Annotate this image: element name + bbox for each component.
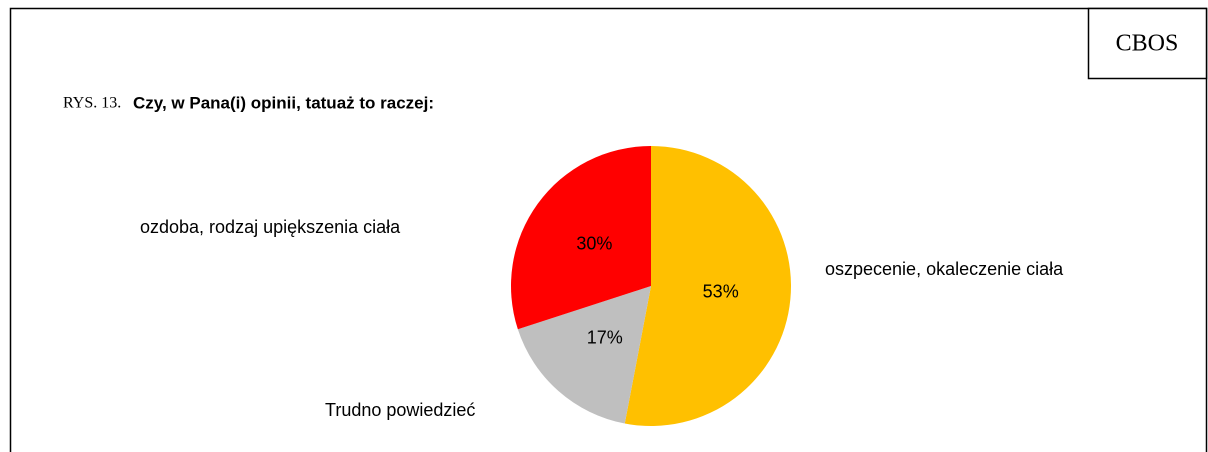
category-label: Trudno powiedzieć <box>325 400 475 420</box>
chart-title: Czy, w Pana(i) opinii, tatuaż to raczej: <box>133 93 434 112</box>
value-label: 53% <box>703 281 739 301</box>
source-box <box>1087 7 1208 80</box>
frame <box>9 7 1208 452</box>
value-label: 17% <box>587 327 623 347</box>
category-label: ozdoba, rodzaj upiększenia ciała <box>140 217 401 237</box>
pie-slice <box>517 286 651 424</box>
source: CBOS <box>1116 31 1179 57</box>
value-label: 30% <box>576 234 612 254</box>
figure-label: RYS. 13. <box>63 95 121 112</box>
category-label: oszpecenie, okaleczenie ciała <box>825 259 1064 279</box>
pie-slice <box>511 146 651 330</box>
pie-slice <box>624 146 792 426</box>
